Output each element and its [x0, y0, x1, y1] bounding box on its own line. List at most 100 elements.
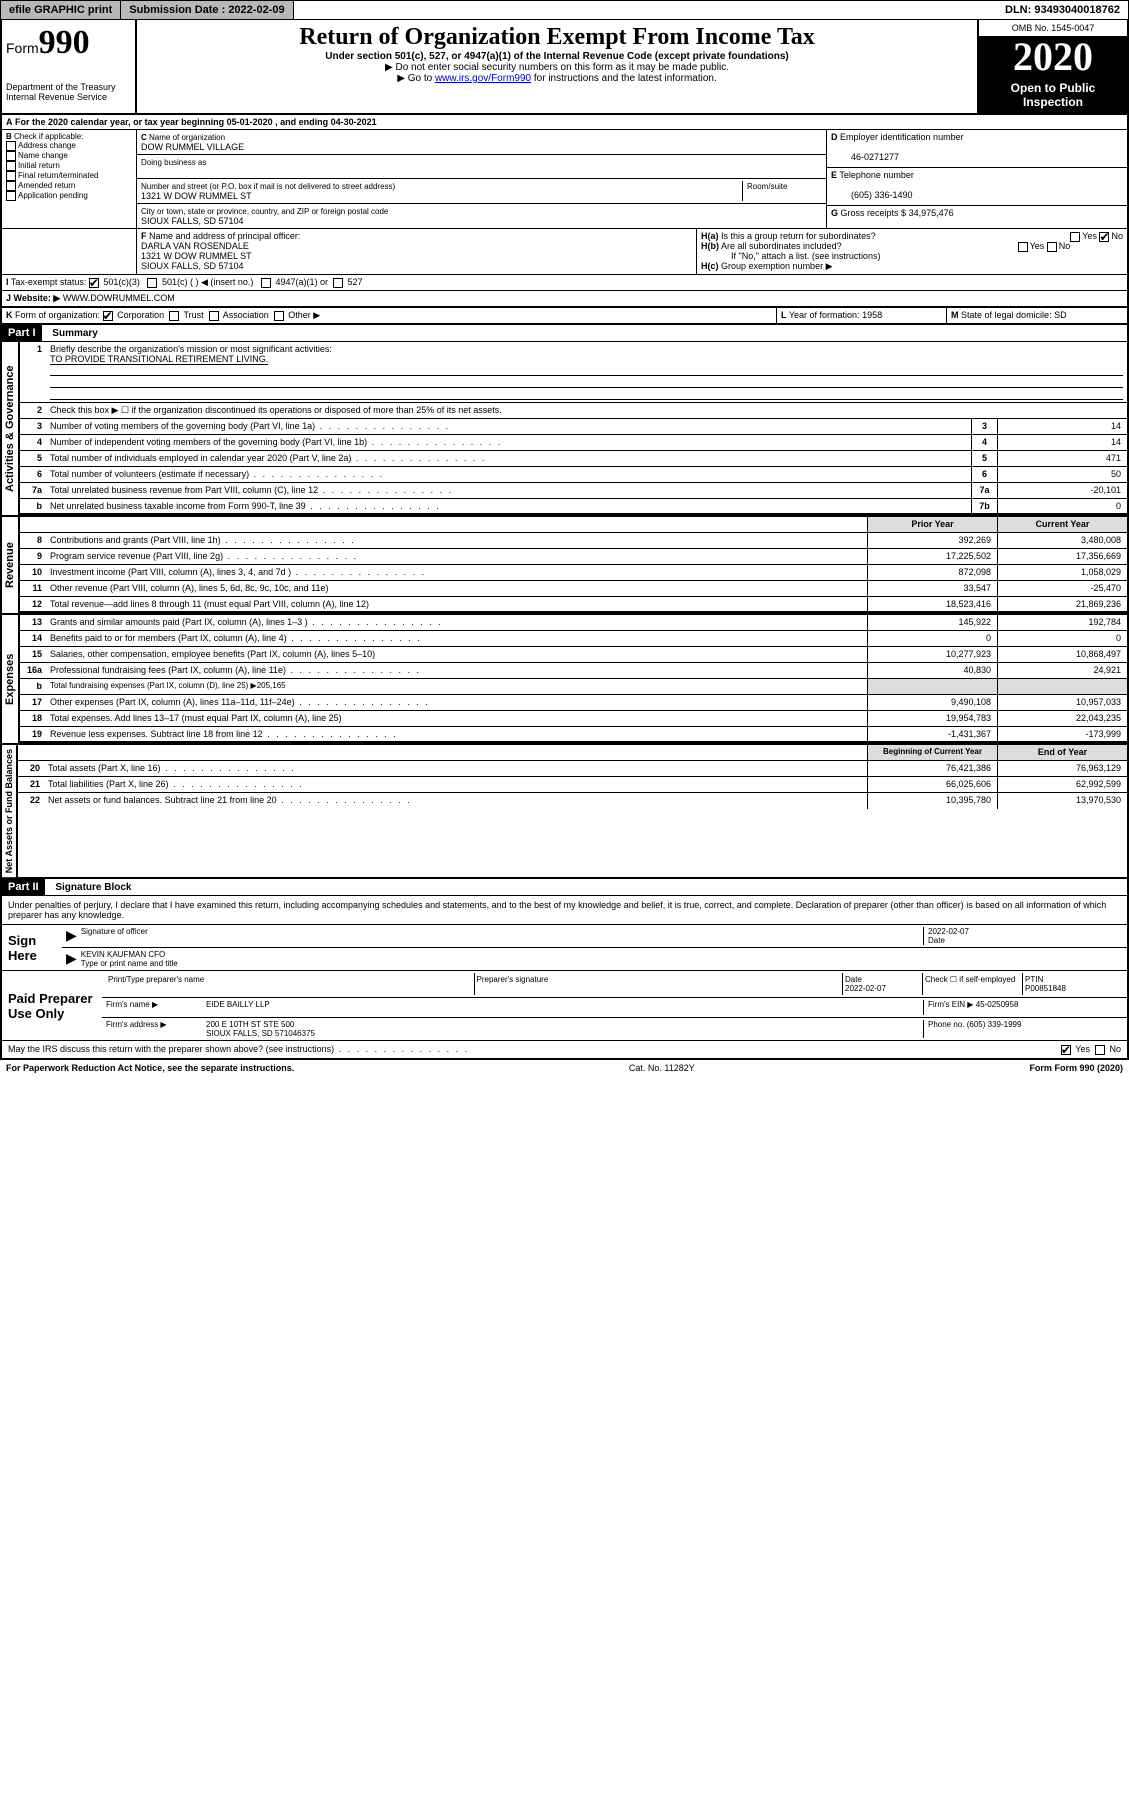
hb-no-checkbox[interactable]: [1047, 242, 1057, 252]
signature-block: Under penalties of perjury, I declare th…: [0, 896, 1129, 1060]
street-value: 1321 W DOW RUMMEL ST: [141, 191, 252, 201]
irs-label: Internal Revenue Service: [6, 92, 131, 102]
l10-prior: 872,098: [867, 565, 997, 580]
527-checkbox[interactable]: [333, 278, 343, 288]
d-label: Employer identification number: [840, 132, 964, 142]
l9-curr: 17,356,669: [997, 549, 1127, 564]
l22-curr: 13,970,530: [997, 793, 1127, 809]
hdr-prior: Prior Year: [867, 517, 997, 532]
netassets-content: Beginning of Current YearEnd of Year 20T…: [18, 745, 1127, 877]
l7a-value: -20,101: [997, 483, 1127, 498]
discuss-no-checkbox[interactable]: [1095, 1045, 1105, 1055]
ha-yes-checkbox[interactable]: [1070, 232, 1080, 242]
4947-checkbox[interactable]: [261, 278, 271, 288]
i-opt-0: 501(c)(3): [103, 277, 140, 287]
section-deg: D Employer identification number 46-0271…: [827, 130, 1127, 228]
officer-name: DARLA VAN ROSENDALE: [141, 241, 249, 251]
dln-field: DLN: 93493040018762: [997, 1, 1128, 19]
initial-return-checkbox[interactable]: [6, 161, 16, 171]
sign-fields: ▶ Signature of officer 2022-02-07Date ▶ …: [62, 925, 1127, 970]
part2-sub: Signature Block: [47, 882, 131, 893]
discuss-yes-checkbox[interactable]: [1061, 1045, 1071, 1055]
irs-link[interactable]: www.irs.gov/Form990: [435, 73, 531, 84]
l1-text: Briefly describe the organization's miss…: [50, 344, 332, 354]
amended-return-checkbox[interactable]: [6, 181, 16, 191]
l20-text: Total assets (Part X, line 16): [44, 761, 867, 776]
l-label: Year of formation:: [789, 310, 860, 320]
part1-title: Part I: [2, 325, 42, 341]
dept-label: Department of the Treasury: [6, 82, 131, 92]
l15-prior: 10,277,923: [867, 647, 997, 662]
hb-yes-checkbox[interactable]: [1018, 242, 1028, 252]
ptin-value: P00851848: [1025, 984, 1066, 993]
part1-expenses: Expenses 13Grants and similar amounts pa…: [0, 615, 1129, 745]
ha-no: No: [1111, 231, 1123, 241]
discuss-text: May the IRS discuss this return with the…: [8, 1044, 469, 1055]
ha-no-checkbox[interactable]: [1099, 232, 1109, 242]
b-spacer: [2, 229, 137, 274]
header-data-block: B Check if applicable: Address change Na…: [0, 130, 1129, 229]
l20-prior: 76,421,386: [867, 761, 997, 776]
b-item-3: Final return/terminated: [18, 171, 98, 180]
b-item-2: Initial return: [18, 161, 60, 170]
goto-suffix: for instructions and the latest informat…: [531, 73, 717, 84]
l3-text: Number of voting members of the governin…: [46, 419, 971, 434]
form-header: Form990 Department of the Treasury Inter…: [0, 20, 1129, 115]
j-label: Website: ▶: [14, 293, 61, 303]
b-item-4: Amended return: [18, 181, 75, 190]
final-return-checkbox[interactable]: [6, 171, 16, 181]
name-change-checkbox[interactable]: [6, 151, 16, 161]
hdr-beg: Beginning of Current Year: [867, 745, 997, 760]
side-governance: Activities & Governance: [2, 342, 20, 515]
l21-prior: 66,025,606: [867, 777, 997, 792]
hb-label: Are all subordinates included?: [721, 241, 842, 251]
fein-value: 45-0250958: [976, 1000, 1019, 1009]
l17-prior: 9,490,108: [867, 695, 997, 710]
fein-label: Firm's EIN ▶: [928, 1000, 973, 1009]
l10-curr: 1,058,029: [997, 565, 1127, 580]
501c3-checkbox[interactable]: [89, 278, 99, 288]
l17-text: Other expenses (Part IX, column (A), lin…: [46, 695, 867, 710]
ptin-label: PTIN: [1025, 975, 1043, 984]
city-label: City or town, state or province, country…: [141, 207, 388, 216]
form-year-box: OMB No. 1545-0047 2020 Open to Public In…: [977, 20, 1127, 113]
l9-text: Program service revenue (Part VIII, line…: [46, 549, 867, 564]
g-label: Gross receipts $: [841, 208, 907, 218]
l8-text: Contributions and grants (Part VIII, lin…: [46, 533, 867, 548]
hb-yes: Yes: [1030, 241, 1045, 251]
i-opt-1: 501(c) ( ) ◀ (insert no.): [162, 277, 253, 287]
ein-value: 46-0271277: [831, 152, 899, 162]
b-item-1: Name change: [18, 151, 68, 160]
l6-value: 50: [997, 467, 1127, 482]
l14-prior: 0: [867, 631, 997, 646]
top-toolbar: efile GRAPHIC print Submission Date : 20…: [0, 0, 1129, 20]
form-number: 990: [39, 24, 90, 61]
city-value: SIOUX FALLS, SD 57104: [141, 216, 244, 226]
governance-content: 1Briefly describe the organization's mis…: [20, 342, 1127, 515]
b-item-0: Address change: [18, 141, 76, 150]
l5-text: Total number of individuals employed in …: [46, 451, 971, 466]
i-opt-3: 527: [348, 277, 363, 287]
hdr-curr: Current Year: [997, 517, 1127, 532]
ha-yes: Yes: [1082, 231, 1097, 241]
firm-name-value: EIDE BAILLY LLP: [206, 1000, 923, 1015]
l20-curr: 76,963,129: [997, 761, 1127, 776]
efile-print-button[interactable]: efile GRAPHIC print: [1, 1, 121, 19]
firm-phone-label: Phone no.: [928, 1020, 964, 1029]
corp-checkbox[interactable]: [103, 311, 113, 321]
l12-prior: 18,523,416: [867, 597, 997, 611]
k-opt-0: Corporation: [117, 310, 164, 320]
assoc-checkbox[interactable]: [209, 311, 219, 321]
other-checkbox[interactable]: [274, 311, 284, 321]
line-j: J Website: ▶ WWW.DOWRUMMEL.COM: [0, 291, 1129, 308]
application-pending-checkbox[interactable]: [6, 191, 16, 201]
paid-preparer-label: Paid Preparer Use Only: [2, 971, 102, 1040]
address-change-checkbox[interactable]: [6, 141, 16, 151]
part1-sub: Summary: [44, 328, 98, 339]
l9-prior: 17,225,502: [867, 549, 997, 564]
l2-text: Check this box ▶ ☐ if the organization d…: [46, 403, 1127, 418]
cat-no: Cat. No. 11282Y: [629, 1063, 695, 1073]
l6-text: Total number of volunteers (estimate if …: [46, 467, 971, 482]
501c-checkbox[interactable]: [147, 278, 157, 288]
trust-checkbox[interactable]: [169, 311, 179, 321]
